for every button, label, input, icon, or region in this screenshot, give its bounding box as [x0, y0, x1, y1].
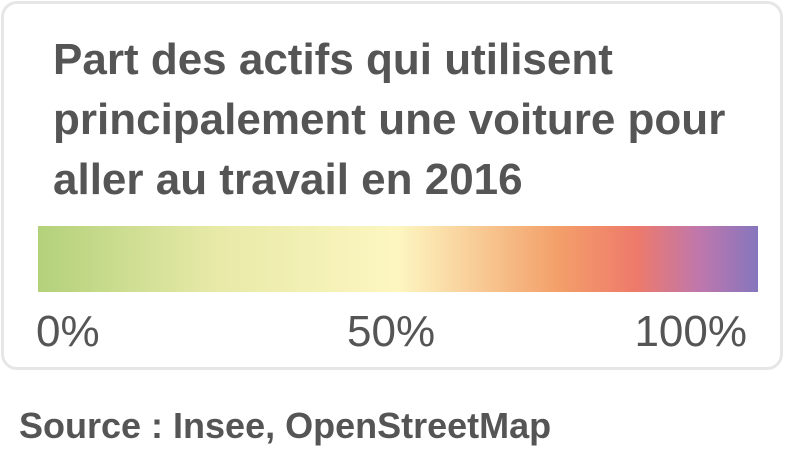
scale-tick-mid: 50%: [347, 307, 436, 356]
scale-tick-max: 100%: [634, 307, 747, 356]
color-scale-bar: [38, 226, 758, 292]
map-legend: Part des actifs qui utilisent principale…: [1, 1, 783, 370]
source-credit: Source : Insee, OpenStreetMap: [19, 405, 552, 446]
color-scale-fill: [38, 226, 758, 292]
legend-title: Part des actifs qui utilisent principale…: [53, 35, 726, 204]
scale-tick-min: 0%: [36, 307, 100, 356]
